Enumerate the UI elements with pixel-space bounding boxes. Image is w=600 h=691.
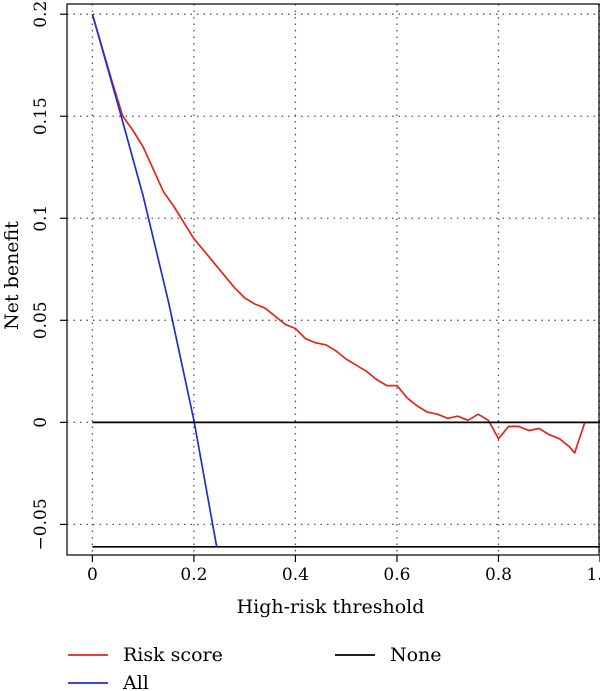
- series-line-risk-score: [91, 13, 600, 454]
- y-tick-label-5: 0.2: [31, 1, 51, 28]
- x-tick-label-3: 0.6: [383, 565, 410, 585]
- y-axis-title: Net benefit: [1, 221, 23, 330]
- legend-label-none: None: [390, 644, 442, 666]
- x-tick-label-1: 0.2: [180, 565, 207, 585]
- grid: [67, 4, 600, 555]
- x-tick-label-0: 0: [87, 565, 98, 585]
- x-tick-label-5: 1.0: [586, 565, 600, 585]
- y-tick-label-0: −0.05: [31, 498, 51, 550]
- series-lines: [91, 13, 600, 548]
- legend-label-risk-score: Risk score: [123, 644, 223, 666]
- plot-frame: [66, 3, 600, 556]
- legend-label-all: All: [122, 672, 149, 691]
- x-axis-title: High-risk threshold: [237, 596, 425, 618]
- series-line-all: [91, 13, 218, 547]
- y-tick-label-3: 0.1: [31, 205, 51, 232]
- y-tick-label-4: 0.15: [31, 97, 51, 135]
- y-tick-label-1: 0: [31, 417, 51, 428]
- y-tick-label-2: 0.05: [31, 301, 51, 339]
- x-tick-label-2: 0.4: [282, 565, 309, 585]
- axes: 0 0.2 0.4 0.6 0.8 1.0 −0.05 0 0.05 0.1 0.15 0.2: [31, 1, 600, 585]
- legend: Risk score All None: [68, 644, 442, 691]
- x-tick-label-4: 0.8: [485, 565, 512, 585]
